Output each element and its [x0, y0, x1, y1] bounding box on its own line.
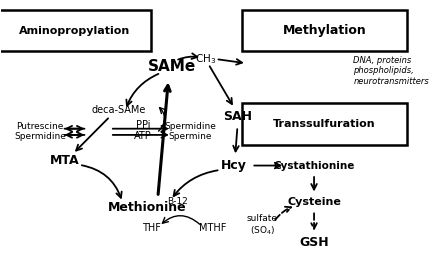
- Text: PPi: PPi: [136, 120, 150, 130]
- Text: Methylation: Methylation: [282, 24, 366, 37]
- Text: Cystathionine: Cystathionine: [273, 161, 355, 170]
- Text: Putrescine: Putrescine: [16, 122, 63, 131]
- Text: MTA: MTA: [50, 154, 79, 167]
- Text: Cysteine: Cysteine: [287, 197, 341, 207]
- Text: SAH: SAH: [223, 110, 252, 123]
- Text: CH$_3$: CH$_3$: [195, 52, 216, 66]
- Text: SAMe: SAMe: [148, 60, 196, 74]
- FancyBboxPatch shape: [242, 10, 407, 51]
- Text: THF: THF: [142, 223, 161, 233]
- Text: DNA, proteins
phospholipids,
neurotransmitters: DNA, proteins phospholipids, neurotransm…: [353, 56, 429, 86]
- Text: Spermine: Spermine: [169, 133, 212, 141]
- FancyBboxPatch shape: [242, 103, 407, 145]
- Text: Spermidine: Spermidine: [165, 122, 216, 131]
- Text: Hcy: Hcy: [221, 159, 246, 172]
- Text: deca-SAMe: deca-SAMe: [91, 105, 145, 115]
- Text: GSH: GSH: [299, 236, 329, 249]
- Text: sulfate
(SO$_4$): sulfate (SO$_4$): [247, 213, 278, 237]
- Text: Transsulfuration: Transsulfuration: [273, 119, 376, 129]
- Text: Spermidine: Spermidine: [14, 133, 66, 141]
- Text: Aminopropylation: Aminopropylation: [19, 26, 131, 35]
- Text: ATP: ATP: [134, 131, 152, 141]
- Text: B-12: B-12: [168, 197, 188, 206]
- Text: Methionine: Methionine: [108, 201, 187, 213]
- Text: MTHF: MTHF: [199, 223, 227, 233]
- FancyBboxPatch shape: [0, 10, 151, 51]
